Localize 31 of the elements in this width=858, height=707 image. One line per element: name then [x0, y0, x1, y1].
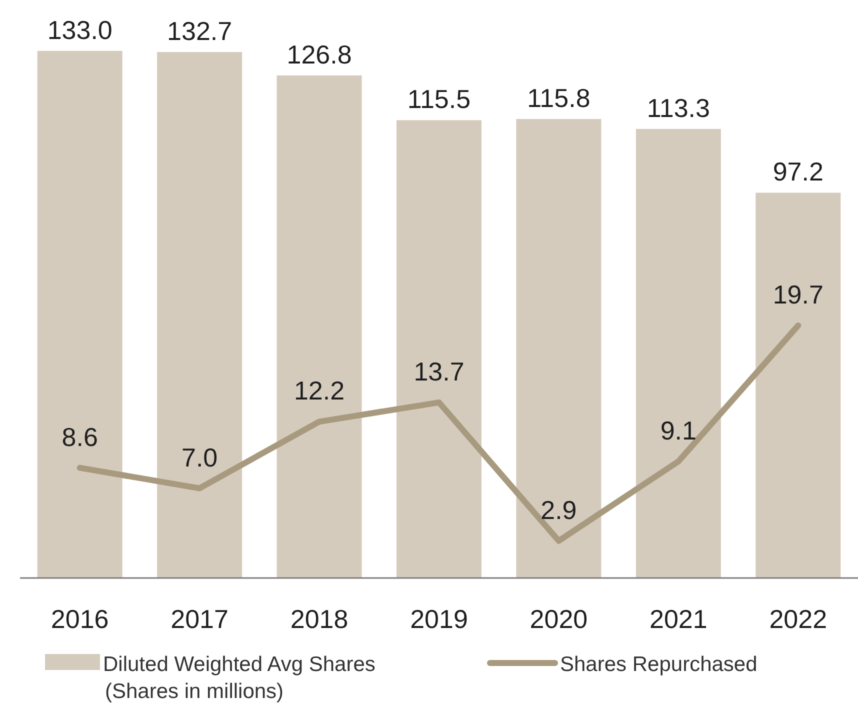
data-label: 7.0	[181, 442, 218, 472]
bar	[276, 75, 362, 578]
bar	[516, 119, 602, 578]
data-label: 115.5	[407, 84, 471, 114]
data-label: 12.2	[294, 376, 345, 406]
data-label: 8.6	[62, 422, 98, 452]
x-tick-label: 2020	[530, 604, 588, 634]
data-label: 13.7	[414, 356, 464, 386]
data-label: 2.9	[540, 494, 577, 525]
x-tick-label: 2022	[769, 604, 828, 634]
text: (Shares in millions)	[105, 680, 284, 703]
data-label: 19.7	[772, 280, 824, 310]
data-label: 132.7	[167, 16, 232, 46]
data-label: 97.2	[772, 156, 824, 187]
data-label: 126.8	[286, 39, 352, 70]
legend-label: Shares Repurchased	[560, 653, 758, 676]
x-tick-label: 2021	[650, 604, 708, 634]
x-tick-label: 2018	[290, 604, 348, 634]
legend-label: Diluted Weighted Avg Shares	[103, 653, 376, 676]
data-label: 115.8	[527, 83, 590, 114]
bar	[636, 128, 721, 578]
x-tick-label: 2019	[410, 604, 468, 634]
x-tick-label: 2016	[50, 604, 109, 634]
data-label: 133.0	[47, 14, 112, 45]
data-label: 9.1	[660, 415, 697, 446]
bar	[37, 50, 122, 578]
bar	[756, 192, 841, 578]
bar	[396, 120, 482, 578]
data-label: 113.3	[646, 92, 710, 123]
x-tick-label: 2017	[170, 604, 228, 634]
bar	[157, 52, 242, 578]
